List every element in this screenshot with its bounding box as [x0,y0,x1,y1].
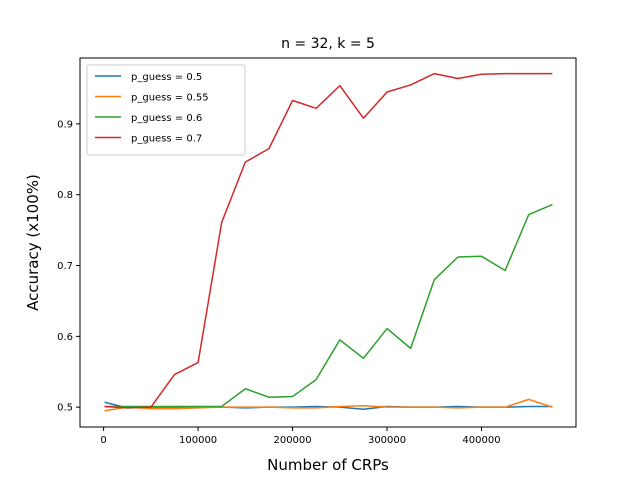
chart-title: n = 32, k = 5 [281,36,375,52]
x-tick-label: 200000 [273,435,311,446]
series-line-3 [104,203,553,408]
x-tick-label: 400000 [462,435,500,446]
series-line-4 [104,72,553,409]
series-layer [104,72,553,412]
plot-frame [79,57,577,428]
legend-label: p_guess = 0.5 [131,72,202,83]
y-tick-label: 0.7 [57,261,73,272]
y-tick-label: 0.5 [57,403,73,414]
legend-label: p_guess = 0.7 [131,134,202,145]
legend-label: p_guess = 0.6 [131,113,202,124]
y-tick-label: 0.8 [57,190,73,201]
y-tick-label: 0.6 [57,332,73,343]
x-tick-label: 0 [100,435,106,446]
series-line-2 [104,398,553,412]
y-axis: 0.5 0.6 0.7 0.8 0.9 [57,119,80,414]
x-axis: 0 100000 200000 300000 400000 [100,427,501,446]
y-tick-label: 0.9 [57,119,73,130]
legend-box [86,64,246,156]
x-axis-label: Number of CRPs [267,456,389,474]
legend-label: p_guess = 0.55 [131,93,209,104]
x-tick-label: 100000 [179,435,217,446]
legend: p_guess = 0.5 p_guess = 0.55 p_guess = 0.6… [86,64,246,156]
y-axis-label: Accuracy (x100%) [24,174,42,311]
x-tick-label: 300000 [368,435,406,446]
